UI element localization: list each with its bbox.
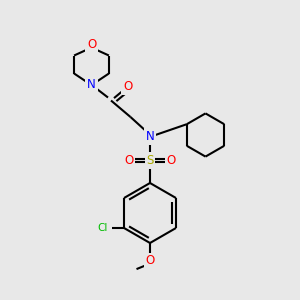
Text: Cl: Cl: [97, 223, 108, 233]
Text: N: N: [87, 77, 96, 91]
Text: N: N: [146, 130, 154, 143]
Text: S: S: [146, 154, 154, 167]
Text: O: O: [123, 80, 132, 94]
Text: O: O: [87, 38, 96, 52]
Text: O: O: [167, 154, 176, 167]
Text: O: O: [146, 254, 154, 268]
Text: O: O: [124, 154, 134, 167]
